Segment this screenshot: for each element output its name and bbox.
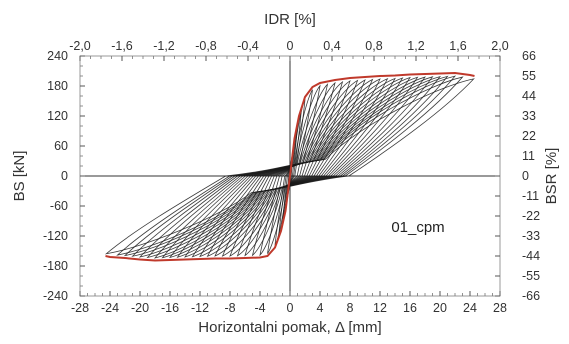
y2-tick-label-2: -44 <box>522 249 540 263</box>
hysteresis-cycle-6 <box>259 84 321 257</box>
x2-tick-label-6: 0,4 <box>323 39 340 53</box>
y2-tick-label-12: 66 <box>522 49 536 63</box>
y2-tick-label-10: 44 <box>522 89 536 103</box>
x-tick-label-8: 4 <box>317 301 324 315</box>
y-tick-label-0: -240 <box>43 289 68 303</box>
x-tick-label-7: 0 <box>287 301 294 315</box>
x-tick-label-14: 28 <box>493 301 507 315</box>
hysteresis-cycle-17 <box>176 77 404 258</box>
y2-axis-title: BSR [%] <box>543 148 560 205</box>
y-tick-label-4: 0 <box>61 169 68 183</box>
y2-tick-label-6: 0 <box>522 169 529 183</box>
x2-tick-label-2: -1,2 <box>153 39 175 53</box>
x-tick-label-12: 20 <box>433 301 447 315</box>
y-tick-label-3: -60 <box>50 199 68 213</box>
y-tick-label-1: -180 <box>43 259 68 273</box>
y-tick-label-8: 240 <box>47 49 68 63</box>
hysteresis-cycle-25 <box>116 76 464 256</box>
hysteresis-cycle-16 <box>184 77 396 258</box>
hysteresis-cycle-7 <box>251 83 329 257</box>
y2-tick-label-0: -66 <box>522 289 540 303</box>
hysteresis-cycle-9 <box>236 80 344 257</box>
y2-tick-label-9: 33 <box>522 109 536 123</box>
y2-tick-label-7: 11 <box>522 149 535 163</box>
x-tick-label-0: -28 <box>71 301 89 315</box>
hysteresis-cycle-14 <box>199 78 381 258</box>
y-axis-title: BS [kN] <box>11 151 28 202</box>
y2-tick-label-1: -55 <box>522 269 540 283</box>
x-tick-label-11: 16 <box>403 301 417 315</box>
hysteresis-cycle-26 <box>104 78 475 255</box>
x-tick-label-1: -24 <box>101 301 119 315</box>
y2-tick-label-5: -11 <box>522 189 539 203</box>
envelope-positive <box>289 71 475 177</box>
x2-tick-label-0: -2,0 <box>69 39 91 53</box>
tick-marks <box>79 55 501 297</box>
x-tick-label-6: -4 <box>254 301 265 315</box>
x-tick-label-13: 24 <box>463 301 477 315</box>
envelope-curves <box>105 71 475 262</box>
y-tick-label-6: 120 <box>47 109 68 123</box>
x-tick-label-4: -12 <box>191 301 209 315</box>
x-tick-label-5: -8 <box>224 301 235 315</box>
hysteresis-cycle-15 <box>191 77 389 258</box>
y-tick-label-2: -120 <box>43 229 68 243</box>
x-axis-title: Horizontalni pomak, Δ [mm] <box>198 319 381 336</box>
x2-tick-label-4: -0,4 <box>237 39 259 53</box>
x-tick-label-2: -20 <box>131 301 149 315</box>
hysteresis-cycle-18 <box>168 76 411 259</box>
tick-labels: -28 -24 -20 -16 -12 -8 -4 0 4 8 12 16 20 24 28 -2,0 -1,6… <box>43 39 540 315</box>
hysteresis-cycle-12 <box>214 79 366 257</box>
y2-tick-label-4: -22 <box>522 209 540 223</box>
x2-tick-label-10: 2,0 <box>491 39 508 53</box>
y2-tick-label-8: 22 <box>522 129 536 143</box>
x2-tick-label-7: 0,8 <box>365 39 382 53</box>
hysteresis-cycle-11 <box>221 79 359 257</box>
x2-axis-title: IDR [%] <box>264 11 316 28</box>
x-tick-label-3: -16 <box>161 301 179 315</box>
hysteresis-cycle-19 <box>161 76 419 259</box>
y-tick-label-7: 180 <box>47 79 68 93</box>
envelope-negative <box>105 175 291 262</box>
x2-tick-label-5: 0 <box>287 39 294 53</box>
y2-tick-label-11: 55 <box>522 69 536 83</box>
x2-tick-label-3: -0,8 <box>195 39 217 53</box>
specimen-annotation: 01_cpm <box>391 219 444 236</box>
x2-tick-label-8: 1,2 <box>407 39 424 53</box>
x2-tick-label-9: 1,6 <box>449 39 466 53</box>
hysteresis-cycle-8 <box>244 81 336 257</box>
hysteresis-cycle-13 <box>206 78 374 258</box>
y2-tick-label-3: -33 <box>522 229 540 243</box>
hysteresis-loops <box>104 75 475 259</box>
x-tick-label-10: 12 <box>373 301 387 315</box>
x2-tick-label-1: -1,6 <box>111 39 133 53</box>
hysteresis-cycle-10 <box>229 80 351 257</box>
x-tick-label-9: 8 <box>347 301 354 315</box>
y-tick-label-5: 60 <box>54 139 68 153</box>
